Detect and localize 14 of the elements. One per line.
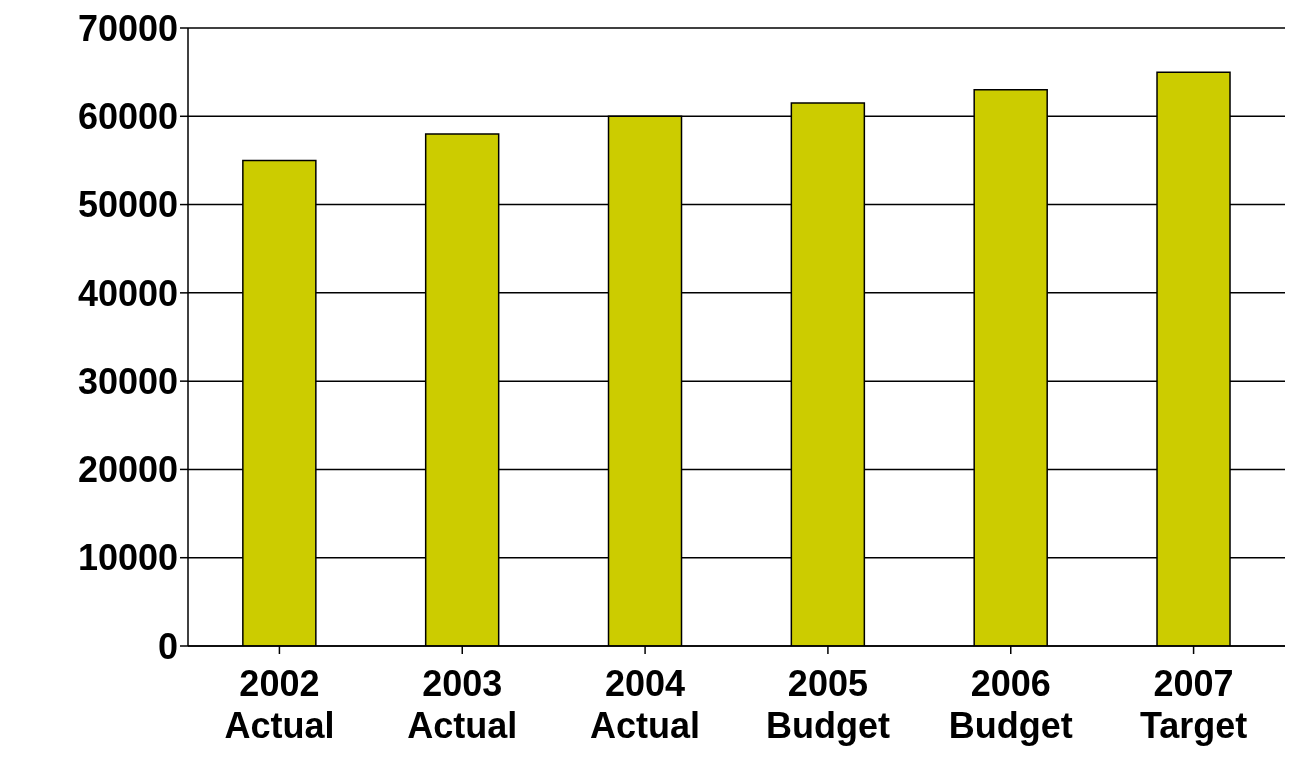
x-tick-label: 2002 Actual	[224, 663, 335, 746]
x-tick-label: 2007 Target	[1139, 663, 1248, 746]
y-tick-label: 60000	[77, 96, 178, 138]
y-tick-label: 0	[157, 625, 178, 667]
y-tick-label: 50000	[77, 184, 178, 226]
x-tick-label: 2004 Actual	[590, 663, 701, 746]
y-tick-label: 20000	[77, 449, 178, 491]
x-tick-label: 2003 Actual	[407, 663, 518, 746]
y-tick-label: 30000	[77, 360, 178, 402]
y-tick-label: 10000	[77, 537, 178, 579]
x-tick-label: 2005 Budget	[765, 663, 890, 746]
y-tick-label: 70000	[77, 7, 178, 49]
y-tick-label: 40000	[77, 272, 178, 314]
x-tick-label: 2006 Budget	[948, 663, 1073, 746]
